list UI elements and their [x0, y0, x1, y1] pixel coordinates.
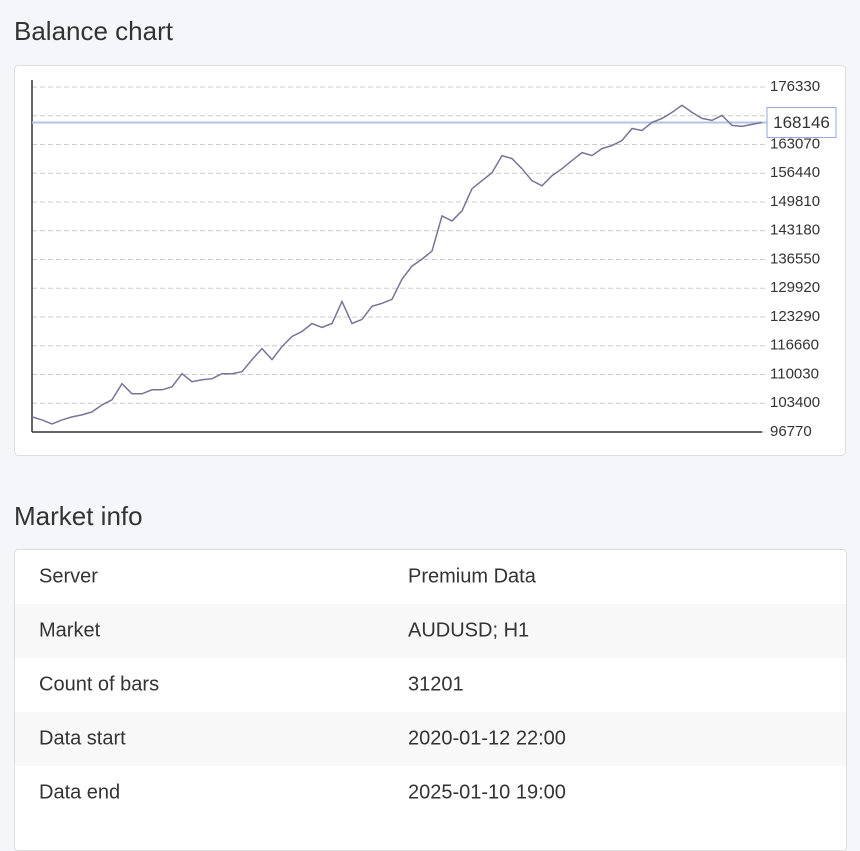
cell-value: 2020-01-12 22:00 — [408, 727, 566, 750]
table-row: Data end 2025-01-10 19:00 — [15, 766, 846, 820]
y-tick-label: 136550 — [770, 250, 820, 267]
table-row: Count of bars 31201 — [15, 658, 846, 712]
y-tick-label: 176330 — [770, 78, 820, 95]
page: Balance chart 96770 103400 110030 116660 123… — [14, 16, 847, 851]
cell-value: 2025-01-10 19:00 — [408, 781, 566, 804]
info-table: Server Premium Data Market AUDUSD; H1 Count … — [14, 549, 847, 851]
chart-card — [14, 65, 846, 456]
cell-label: Market — [39, 619, 101, 642]
table-row: Data start 2020-01-12 22:00 — [15, 712, 846, 766]
chart: 96770 103400 110030 116660 123290 129920 13655… — [14, 65, 846, 456]
y-tick-label: 96770 — [770, 423, 812, 440]
y-tick-label: 143180 — [770, 222, 820, 239]
y-tick-label: 103400 — [770, 394, 820, 411]
y-tick-label: 149810 — [770, 193, 820, 210]
y-tick-label: 116660 — [770, 337, 819, 354]
y-tick-label: 156440 — [770, 164, 820, 181]
y-tick-label: 123290 — [770, 308, 820, 325]
table-row: Server Premium Data — [15, 550, 846, 604]
cell-label: Count of bars — [39, 673, 160, 696]
last-value-box — [766, 107, 837, 139]
balance-line — [31, 104, 763, 425]
cell-value: 31201 — [408, 673, 464, 696]
section-title: Balance chart — [14, 16, 173, 46]
y-tick-label: 129920 — [770, 279, 820, 296]
cell-label: Data end — [39, 781, 121, 804]
table-row: Market AUDUSD; H1 — [15, 604, 846, 658]
cell-label: Server — [39, 565, 98, 588]
cell-value: Premium Data — [408, 565, 536, 588]
y-tick-label: 163070 — [770, 135, 820, 152]
cell-value: AUDUSD; H1 — [408, 619, 530, 642]
section-title: Market info — [14, 501, 143, 531]
last-value-label: 168146 — [773, 113, 830, 132]
cell-label: Data start — [39, 727, 126, 750]
y-tick-label: 110030 — [770, 365, 819, 382]
